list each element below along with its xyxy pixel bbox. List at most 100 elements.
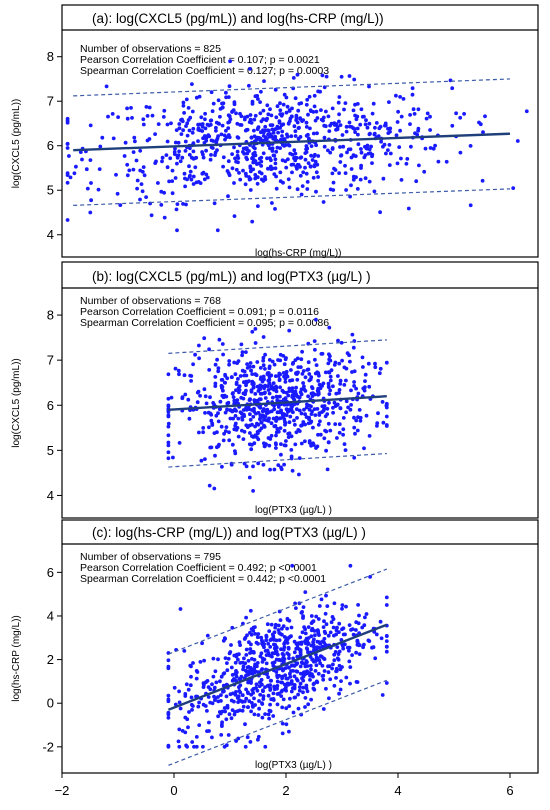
data-point <box>348 665 353 669</box>
data-point <box>176 140 181 145</box>
y-tick-label: 5 <box>47 443 54 458</box>
data-point <box>331 384 335 389</box>
data-point <box>209 445 214 450</box>
data-point <box>219 424 224 429</box>
data-point <box>310 158 315 162</box>
data-point <box>237 384 242 389</box>
data-point <box>303 631 308 636</box>
data-points <box>166 317 389 493</box>
data-point <box>300 676 304 681</box>
data-point <box>348 407 353 412</box>
data-point <box>187 416 192 421</box>
data-point <box>184 97 189 102</box>
data-points <box>65 59 529 233</box>
data-point <box>280 412 285 417</box>
data-point <box>270 146 275 151</box>
data-point <box>191 704 195 708</box>
data-point <box>292 124 297 129</box>
stat-line: Spearman Correlation Coefficient = 0.127… <box>80 65 329 77</box>
data-point <box>169 121 173 126</box>
data-point <box>234 380 239 385</box>
data-point <box>166 699 171 704</box>
data-point <box>342 383 347 387</box>
y-tick-label: 4 <box>47 608 54 623</box>
data-point <box>330 171 335 176</box>
data-point <box>250 219 255 224</box>
data-point <box>195 400 200 405</box>
data-point <box>242 637 247 641</box>
data-point <box>280 705 285 710</box>
data-point <box>327 352 331 357</box>
data-point <box>331 410 335 415</box>
data-point <box>266 419 271 423</box>
data-point <box>181 202 185 206</box>
data-point <box>269 622 274 627</box>
data-point <box>294 407 299 412</box>
data-point <box>313 633 317 638</box>
data-point <box>186 106 191 110</box>
data-point <box>160 159 164 164</box>
data-point <box>185 133 190 138</box>
data-point <box>259 164 264 168</box>
data-point <box>260 384 265 389</box>
stat-line: Number of observations = 795 <box>80 551 221 563</box>
data-point <box>339 153 344 158</box>
data-point <box>261 694 266 699</box>
data-point <box>334 669 339 673</box>
data-point <box>255 430 260 434</box>
data-point <box>239 123 244 127</box>
data-point <box>316 371 321 375</box>
data-point <box>245 735 250 740</box>
data-point <box>423 146 428 151</box>
data-point <box>177 744 182 749</box>
data-point <box>244 423 249 428</box>
data-point <box>125 173 130 178</box>
data-point <box>170 191 175 196</box>
data-point <box>321 677 326 682</box>
data-point <box>313 347 317 352</box>
data-point <box>251 364 256 369</box>
data-point <box>290 663 295 668</box>
data-point <box>258 654 263 659</box>
data-point <box>201 744 205 749</box>
data-point <box>65 218 70 222</box>
data-point <box>241 621 245 626</box>
data-point <box>98 144 103 149</box>
data-point <box>409 144 413 149</box>
data-point <box>305 689 310 694</box>
data-point <box>306 360 311 365</box>
lower-prediction-band <box>168 452 387 468</box>
data-point <box>384 414 389 419</box>
data-point <box>277 638 282 642</box>
data-point <box>344 129 349 134</box>
x-tick-label: −2 <box>55 783 70 798</box>
data-point <box>171 455 175 460</box>
data-point <box>367 121 372 126</box>
data-point <box>261 374 266 379</box>
data-point <box>266 712 271 717</box>
data-point <box>270 166 275 171</box>
data-point <box>378 210 382 215</box>
data-point <box>279 452 283 457</box>
data-point <box>324 686 328 691</box>
data-point <box>263 128 268 133</box>
data-point <box>274 394 279 399</box>
data-point <box>340 358 344 363</box>
data-point <box>408 113 412 117</box>
data-point <box>203 457 207 461</box>
data-point <box>267 391 272 396</box>
data-point <box>266 112 271 117</box>
data-point <box>307 415 311 420</box>
data-point <box>360 355 365 360</box>
data-point <box>274 419 278 423</box>
data-point <box>68 175 73 180</box>
data-point <box>394 93 398 98</box>
data-point <box>306 112 310 117</box>
data-point <box>289 680 294 685</box>
data-point <box>337 630 341 634</box>
data-point <box>238 643 243 647</box>
data-point <box>131 167 136 172</box>
data-point <box>213 453 217 458</box>
data-point <box>201 681 206 686</box>
